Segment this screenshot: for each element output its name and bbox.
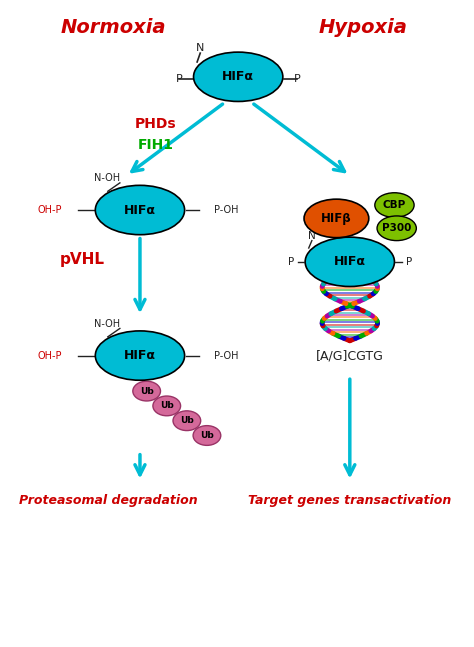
Text: HIFα: HIFα bbox=[334, 256, 366, 269]
Text: Proteasomal degradation: Proteasomal degradation bbox=[19, 494, 198, 507]
Text: HIFα: HIFα bbox=[222, 71, 254, 83]
Text: P: P bbox=[294, 74, 301, 84]
Text: Ub: Ub bbox=[160, 401, 173, 410]
Text: pVHL: pVHL bbox=[59, 252, 104, 267]
Text: Ub: Ub bbox=[140, 387, 154, 395]
Text: HIFβ: HIFβ bbox=[321, 212, 352, 225]
Text: Hypoxia: Hypoxia bbox=[319, 17, 408, 37]
Text: P-OH: P-OH bbox=[214, 205, 238, 215]
Text: N-OH: N-OH bbox=[94, 173, 120, 184]
Ellipse shape bbox=[133, 381, 161, 401]
Ellipse shape bbox=[305, 237, 394, 287]
Ellipse shape bbox=[95, 331, 184, 380]
Ellipse shape bbox=[375, 193, 414, 217]
Text: Normoxia: Normoxia bbox=[60, 17, 166, 37]
Text: FIH1: FIH1 bbox=[137, 138, 173, 152]
Text: HIFα: HIFα bbox=[124, 349, 156, 362]
Text: P: P bbox=[288, 257, 294, 267]
Text: N: N bbox=[196, 43, 204, 53]
Ellipse shape bbox=[173, 411, 201, 430]
Ellipse shape bbox=[95, 185, 184, 235]
Text: P: P bbox=[406, 257, 412, 267]
Text: CBP: CBP bbox=[383, 200, 406, 210]
Ellipse shape bbox=[193, 52, 283, 102]
Ellipse shape bbox=[153, 396, 181, 416]
Text: P: P bbox=[176, 74, 182, 84]
Text: PHDs: PHDs bbox=[135, 116, 176, 131]
Text: N: N bbox=[308, 231, 316, 241]
Ellipse shape bbox=[193, 426, 221, 445]
Text: P300: P300 bbox=[382, 223, 411, 234]
Text: N-OH: N-OH bbox=[94, 319, 120, 329]
Text: OH-P: OH-P bbox=[37, 205, 62, 215]
Text: Ub: Ub bbox=[200, 431, 214, 440]
Ellipse shape bbox=[377, 216, 416, 241]
Text: P-OH: P-OH bbox=[214, 351, 238, 360]
Text: OH-P: OH-P bbox=[37, 351, 62, 360]
Text: Ub: Ub bbox=[180, 416, 194, 425]
Text: HIFα: HIFα bbox=[124, 204, 156, 217]
Text: [A/G]CGTG: [A/G]CGTG bbox=[316, 349, 384, 363]
Text: Target genes transactivation: Target genes transactivation bbox=[248, 494, 451, 507]
Ellipse shape bbox=[304, 199, 369, 237]
